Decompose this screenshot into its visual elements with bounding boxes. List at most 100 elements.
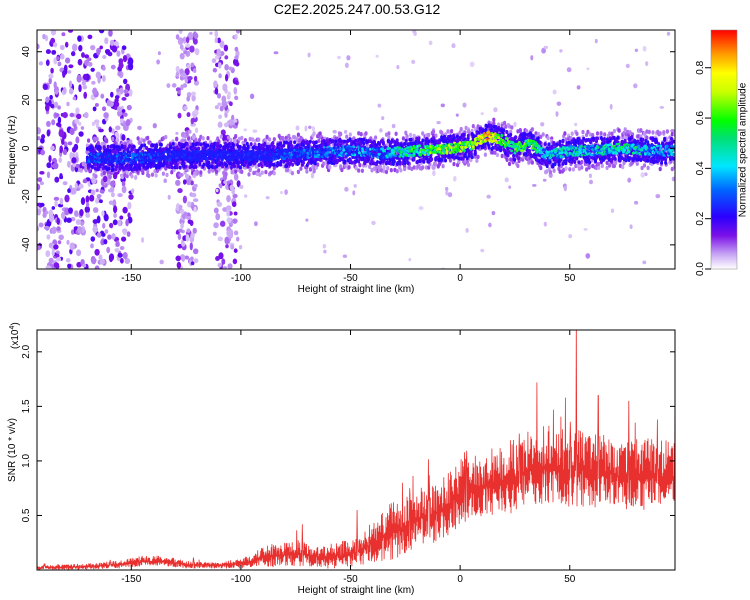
spectrogram-cell — [231, 201, 237, 208]
spectrogram-cell — [332, 129, 337, 134]
spectrogram-cell — [44, 103, 50, 112]
spectrogram-cell — [82, 84, 88, 90]
spectrogram-cell — [296, 132, 300, 137]
spectrogram-cell — [235, 61, 240, 67]
spectrogram-cell — [655, 193, 661, 199]
spectrogram-cell — [299, 166, 303, 171]
spectrogram-cell — [399, 168, 403, 173]
spectrogram-cell — [229, 101, 233, 107]
spectrogram-cell — [114, 248, 120, 253]
spectrogram-cell — [192, 227, 197, 234]
spectrogram-cell — [376, 160, 379, 165]
spectrogram-cell — [120, 257, 124, 264]
spectrogram-cell — [226, 209, 230, 217]
spectrogram-cell — [589, 179, 593, 185]
spectrogram-cell — [184, 173, 190, 179]
spectrogram-cell — [233, 230, 239, 236]
spectrogram-cell — [146, 169, 150, 174]
spectrogram-cell — [79, 167, 83, 173]
spectrogram-cell — [75, 219, 82, 226]
spectrogram-cell — [105, 139, 109, 144]
spectrogram-cell — [440, 157, 444, 162]
spectrogram-cell — [518, 128, 522, 133]
spectrogram-cell — [234, 80, 239, 85]
spectrogram-cell — [49, 94, 53, 100]
spectrogram-cell — [122, 206, 128, 214]
spectrogram-cell — [555, 142, 559, 147]
spectrogram-cell — [137, 125, 142, 131]
spectrogram-cell — [152, 123, 157, 129]
spectrogram-cell — [476, 154, 480, 160]
spectrogram-cell — [57, 105, 61, 110]
spectrogram-cell — [225, 205, 232, 212]
spectrogram-cell — [207, 160, 211, 165]
spectrogram-cell — [574, 122, 578, 127]
spectrogram-cell — [339, 131, 343, 137]
spectrogram-cell — [125, 118, 131, 127]
spectrogram-cell — [487, 144, 491, 148]
spectrogram-cell — [37, 244, 41, 251]
spectrogram-cell — [119, 118, 124, 124]
spectrogram-cell — [127, 201, 132, 210]
spectrogram-cell — [209, 31, 213, 35]
spectrogram-cell — [85, 195, 90, 204]
spectrogram-cell — [94, 174, 98, 179]
spectrogram-cell — [92, 106, 97, 112]
spectrogram-cell — [123, 89, 129, 94]
spectrogram-cell — [229, 184, 234, 191]
spectrogram-cell — [50, 145, 55, 151]
spectrogram-cell — [42, 83, 48, 90]
spectrogram-cell — [530, 55, 534, 61]
spectrogram-cell — [219, 220, 226, 227]
spectrogram-cell — [95, 188, 99, 193]
spectrogram-cell — [40, 137, 45, 144]
spectrogram-cell — [121, 109, 126, 113]
spectrogram-cell — [516, 163, 520, 169]
spectrogram-cell — [78, 84, 82, 93]
spectrogram-cell — [183, 50, 188, 55]
spectrogram-cell — [333, 142, 337, 147]
spectrogram-cell — [633, 200, 639, 205]
spectrogram-cell — [432, 136, 436, 141]
spectrogram-cell — [483, 144, 487, 149]
spectrogram-cell — [61, 138, 65, 145]
spectrogram-cell — [121, 97, 127, 101]
spectrogram-cell — [214, 30, 219, 38]
spectrogram-cell — [74, 118, 80, 124]
spectrogram-cell — [592, 136, 596, 141]
spectrogram-cell — [101, 232, 106, 237]
spectrogram-cell — [151, 156, 155, 160]
spectrogram-cell — [421, 131, 425, 136]
spectrogram-cell — [175, 165, 179, 170]
spectrogram-cell — [459, 126, 463, 132]
spectrogram-cell — [481, 128, 485, 133]
spectrogram-cell — [253, 138, 257, 144]
spectrogram-cell — [625, 63, 630, 69]
spectrogram-cell — [108, 30, 113, 37]
spectrogram-cell — [103, 238, 108, 245]
spectrogram-cell — [37, 127, 41, 135]
spectrogram-cell — [101, 210, 105, 217]
spectrogram-cell — [252, 129, 258, 133]
spectrogram-cell — [110, 64, 116, 70]
spectrogram-cell — [178, 172, 184, 177]
spectrogram-cell — [81, 161, 87, 167]
spectrogram-cell — [658, 166, 662, 172]
spectrogram-cell — [225, 163, 228, 168]
spectrogram-cell — [154, 173, 158, 178]
spectrogram-cell — [93, 136, 97, 141]
spectrogram-cell — [488, 222, 492, 228]
spectrogram-cell — [221, 133, 227, 142]
spectrogram-cell — [308, 125, 312, 130]
spectrogram-cell — [53, 244, 59, 250]
spectrogram-cell — [226, 217, 232, 223]
spectrogram-cell — [642, 45, 647, 52]
spectrogram-cell — [570, 131, 574, 136]
spectrogram-cell — [224, 63, 229, 71]
spectrogram-cell — [108, 126, 112, 133]
spectrogram-cell — [107, 166, 111, 171]
spectrogram-cell — [57, 61, 62, 67]
spectrogram-cell — [212, 231, 217, 236]
spectrogram-cell — [440, 103, 445, 108]
